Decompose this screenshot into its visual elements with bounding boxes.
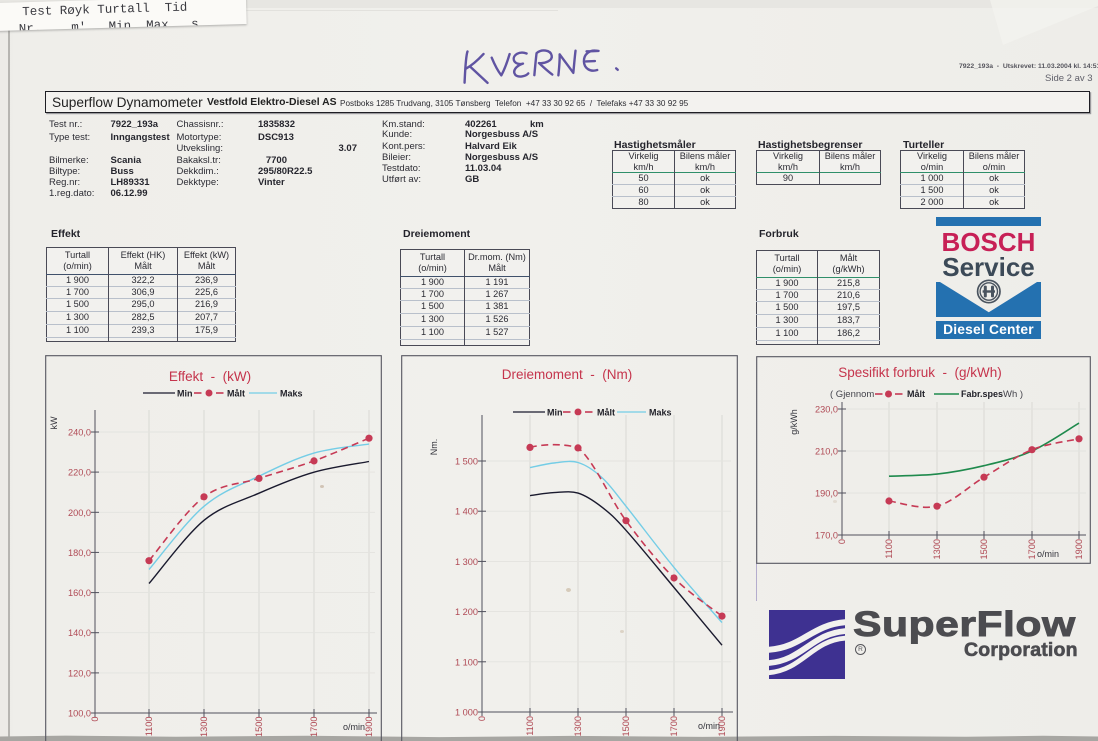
svg-text:1 400: 1 400 (455, 507, 478, 517)
svg-text:1900: 1900 (717, 716, 727, 736)
svg-text:1700: 1700 (309, 717, 319, 737)
svg-text:Fabr.spes: Fabr.spes (961, 389, 1003, 399)
svg-text:Maks: Maks (649, 408, 672, 418)
svg-text:100,0: 100,0 (68, 709, 91, 719)
svg-text:180,0: 180,0 (68, 548, 91, 558)
svg-text:0: 0 (837, 539, 847, 544)
svg-text:Dreiemoment - (Nm): Dreiemoment - (Nm) (502, 367, 633, 382)
svg-text:Effekt - (kW): Effekt - (kW) (169, 369, 251, 384)
svg-text:Wh ): Wh ) (1003, 389, 1023, 400)
svg-text:1500: 1500 (254, 717, 264, 737)
svg-text:Nm.: Nm. (429, 439, 439, 456)
svg-text:Min: Min (547, 408, 563, 418)
svg-text:kW: kW (49, 416, 59, 430)
svg-text:1 000: 1 000 (455, 708, 478, 718)
svg-text:1300: 1300 (932, 539, 942, 559)
svg-text:1900: 1900 (364, 717, 374, 737)
svg-text:240,0: 240,0 (68, 428, 91, 438)
svg-text:190,0: 190,0 (815, 489, 838, 499)
svg-text:210,0: 210,0 (815, 447, 838, 457)
svg-text:Målt: Målt (597, 408, 615, 418)
svg-text:0: 0 (477, 716, 487, 721)
svg-text:1500: 1500 (621, 716, 631, 736)
svg-text:1700: 1700 (1027, 539, 1037, 559)
svg-text:o/min: o/min (698, 721, 720, 731)
svg-text:1300: 1300 (199, 717, 209, 737)
svg-text:1100: 1100 (884, 539, 894, 559)
svg-text:Målt: Målt (907, 389, 925, 399)
svg-text:Målt: Målt (227, 389, 245, 399)
svg-text:170,0: 170,0 (815, 531, 838, 541)
svg-text:1900: 1900 (1074, 539, 1084, 559)
svg-text:o/min: o/min (1037, 549, 1059, 559)
svg-text:200,0: 200,0 (68, 508, 91, 518)
svg-text:Min: Min (177, 389, 193, 399)
svg-text:1300: 1300 (573, 716, 583, 736)
svg-text:1 500: 1 500 (455, 457, 478, 467)
svg-text:( Gjennom: ( Gjennom (830, 389, 874, 400)
svg-text:1700: 1700 (669, 716, 679, 736)
svg-text:1100: 1100 (525, 716, 535, 736)
svg-text:g/kWh: g/kWh (789, 409, 799, 435)
svg-text:1500: 1500 (979, 539, 989, 559)
svg-text:220,0: 220,0 (68, 468, 91, 478)
svg-text:140,0: 140,0 (68, 628, 91, 638)
svg-text:120,0: 120,0 (68, 668, 91, 678)
svg-text:Spesifikt forbruk - (g/kWh): Spesifikt forbruk - (g/kWh) (838, 365, 1002, 380)
svg-text:160,0: 160,0 (68, 588, 91, 598)
svg-text:1 300: 1 300 (455, 557, 478, 567)
svg-text:1 200: 1 200 (455, 607, 478, 617)
svg-text:o/min: o/min (343, 722, 365, 732)
svg-text:230,0: 230,0 (815, 405, 838, 415)
svg-text:1 100: 1 100 (455, 657, 478, 667)
svg-text:1100: 1100 (144, 717, 154, 737)
svg-text:Maks: Maks (280, 389, 303, 399)
svg-text:0: 0 (90, 717, 100, 722)
